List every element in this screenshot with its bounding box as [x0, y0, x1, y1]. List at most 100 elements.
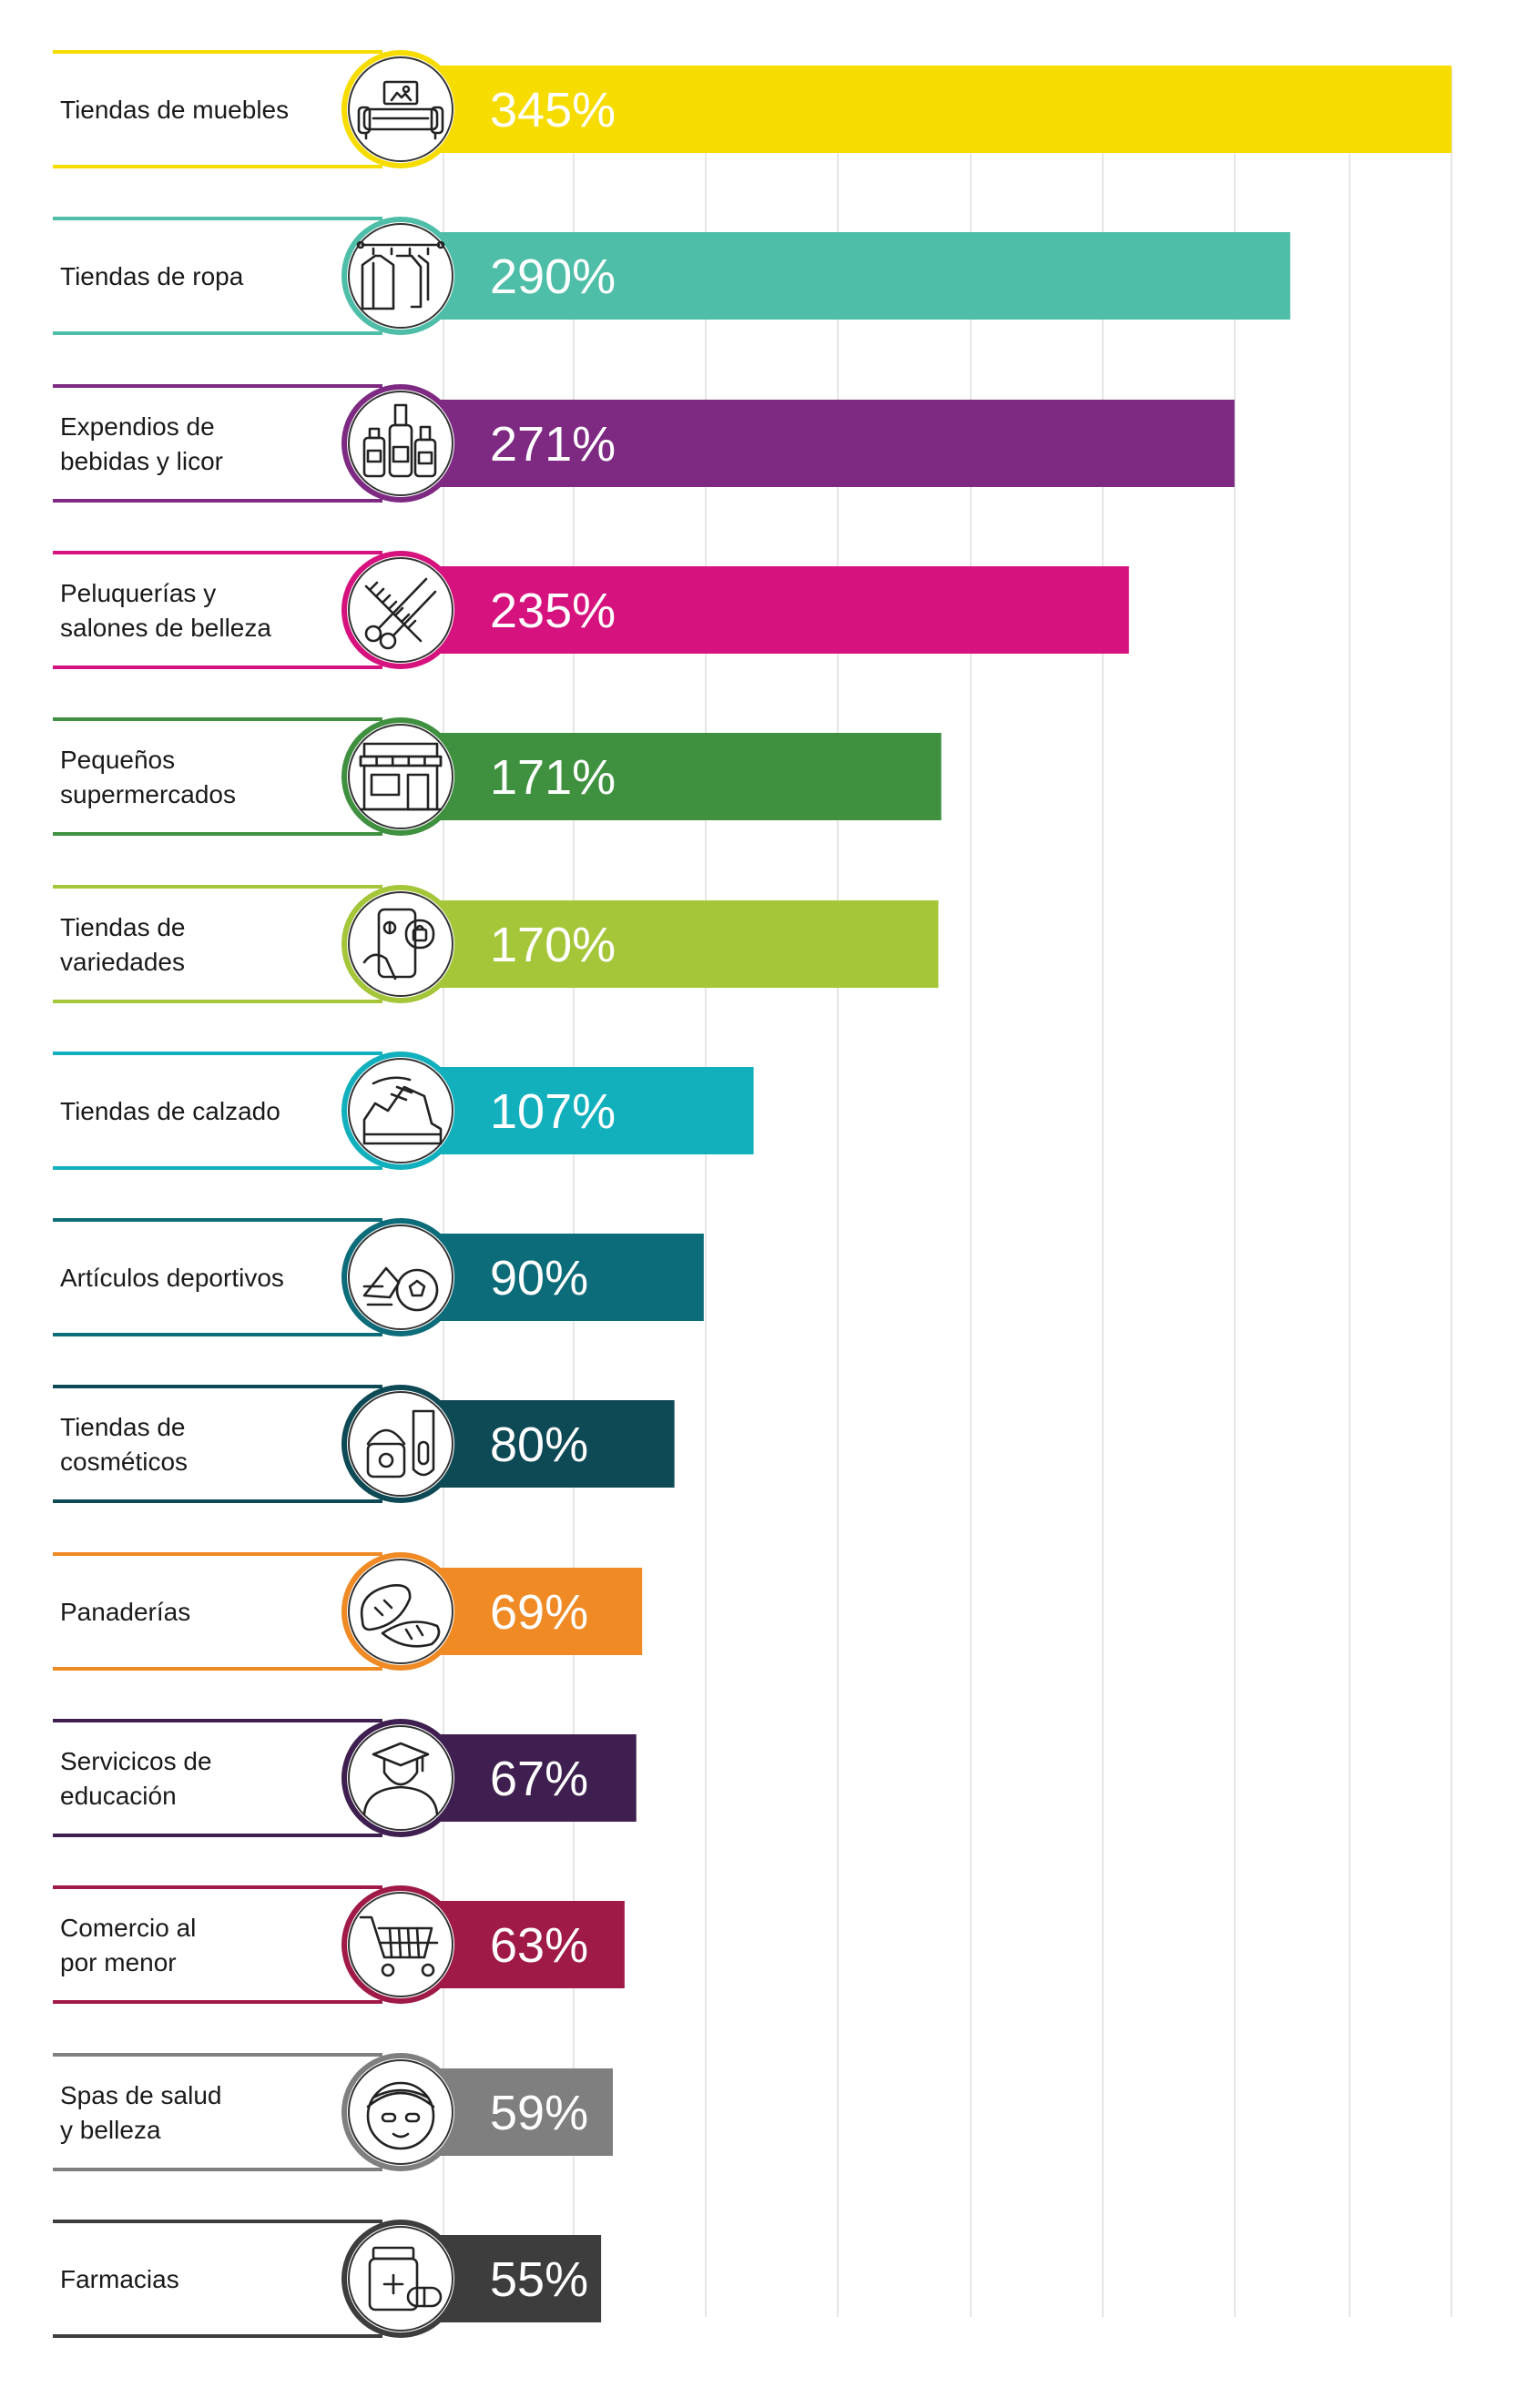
- icon-circle: [341, 1052, 460, 1170]
- category-label: Servicicos de: [60, 1747, 212, 1775]
- bar: [440, 1568, 643, 1655]
- bar: [440, 566, 1129, 654]
- icon-circle-inner: [348, 557, 453, 663]
- icon-circle-inner: [348, 2226, 453, 2332]
- category-label: Pequeños: [60, 746, 175, 774]
- bar-row: 235% Peluquerías y salones de belleza: [53, 551, 1129, 669]
- bar: [440, 2235, 602, 2322]
- bread-icon: [360, 1584, 441, 1648]
- graduate-icon: [362, 1742, 439, 1816]
- icon-circle-inner: [348, 391, 453, 496]
- icon-circle-inner: [348, 1559, 453, 1664]
- icon-circle: [341, 885, 460, 1003]
- value-label: 67%: [490, 1752, 588, 1806]
- icon-circle-inner: [348, 1892, 453, 1997]
- bar-row: 63% Comercio al por menor: [53, 1885, 625, 2004]
- category-label: Farmacias: [60, 2265, 179, 2293]
- category-label: Tiendas de ropa: [60, 262, 244, 290]
- bar-row: 80% Tiendas de cosméticos: [53, 1385, 675, 1503]
- sneaker-icon: [362, 1076, 443, 1145]
- value-label: 235%: [490, 584, 616, 638]
- value-label: 90%: [490, 1251, 588, 1306]
- category-label: Panaderías: [60, 1598, 190, 1626]
- bar-row: 90% Artículos deportivos: [53, 1218, 704, 1336]
- bar-row: 290% Tiendas de ropa: [53, 217, 1290, 335]
- value-label: 55%: [490, 2252, 588, 2307]
- value-label: 69%: [490, 1585, 588, 1640]
- cosmetics-icon: [366, 1409, 435, 1478]
- bar: [440, 400, 1235, 487]
- value-label: 271%: [490, 417, 616, 472]
- icon-circle: [341, 1552, 460, 1671]
- category-label: Comercio al: [60, 1914, 196, 1942]
- bar-row: 67% Servicicos de educación: [53, 1719, 637, 1837]
- bar: [440, 733, 942, 820]
- bar: [440, 2068, 613, 2156]
- category-label: salones de belleza: [60, 614, 271, 642]
- clothes-rack-icon: [356, 240, 445, 310]
- category-label: Peluquerías y: [60, 579, 216, 607]
- shopping-cart-icon: [359, 1915, 439, 1977]
- icon-circle: [341, 717, 460, 836]
- category-label: Artículos deportivos: [60, 1264, 284, 1292]
- value-label: 290%: [490, 249, 616, 304]
- bar-row: 170% Tiendas de variedades: [53, 885, 939, 1003]
- category-label: cosméticos: [60, 1448, 188, 1476]
- icon-circle-inner: [348, 223, 453, 329]
- icon-circle-inner: [348, 56, 453, 162]
- spa-face-icon: [366, 2081, 435, 2150]
- icon-circle: [341, 2220, 460, 2338]
- scissors-comb-icon: [364, 577, 437, 650]
- bar-row: 271% Expendios de bebidas y licor: [53, 384, 1235, 503]
- category-label: educación: [60, 1782, 177, 1810]
- bar-row: 171% Pequeños supermercados: [53, 717, 942, 836]
- icon-circle-inner: [348, 724, 453, 829]
- value-label: 345%: [490, 83, 616, 137]
- category-label: Spas de salud: [60, 2081, 221, 2109]
- category-label: Tiendas de calzado: [60, 1097, 280, 1125]
- chart-rows: 345% Tiendas de muebles 290% Tiendas de rop…: [53, 50, 1452, 2338]
- value-label: 80%: [490, 1417, 588, 1472]
- icon-circle: [341, 384, 460, 503]
- category-label: por menor: [60, 1948, 177, 1976]
- bar: [440, 1067, 754, 1154]
- icon-circle-inner: [348, 1725, 453, 1831]
- category-label: Tiendas de: [60, 913, 186, 941]
- category-label: bebidas y licor: [60, 447, 223, 475]
- bar-row: 69% Panaderías: [53, 1552, 643, 1671]
- bar: [440, 1400, 675, 1488]
- sofa-icon: [357, 80, 444, 140]
- store-icon: [359, 742, 443, 811]
- category-label: y belleza: [60, 2116, 161, 2144]
- category-label: Expendios de: [60, 412, 215, 441]
- bar: [440, 1734, 637, 1822]
- bar-row: 107% Tiendas de calzado: [53, 1052, 754, 1170]
- bar-row: 59% Spas de salud y belleza: [53, 2053, 613, 2171]
- icon-circle: [341, 1719, 460, 1837]
- value-label: 107%: [490, 1084, 616, 1139]
- category-label: Tiendas de: [60, 1413, 186, 1441]
- icon-circle: [341, 217, 460, 335]
- bottles-icon: [362, 403, 437, 478]
- value-label: 63%: [490, 1918, 588, 1973]
- medicine-icon: [368, 2246, 443, 2311]
- bar: [440, 66, 1452, 153]
- icon-circle-inner: [348, 1391, 453, 1497]
- phone-shopping-icon: [362, 908, 435, 980]
- category-label: supermercados: [60, 780, 236, 808]
- soccer-ball-icon: [362, 1266, 439, 1312]
- icon-circle-inner: [348, 2059, 453, 2165]
- icon-circle: [341, 2053, 460, 2171]
- bar-row: 55% Farmacias: [53, 2220, 602, 2338]
- value-label: 59%: [490, 2086, 588, 2140]
- value-label: 171%: [490, 750, 616, 805]
- category-label: Tiendas de muebles: [60, 96, 289, 124]
- category-label: variedades: [60, 948, 185, 976]
- icon-circle-inner: [348, 1058, 453, 1163]
- bar-row: 345% Tiendas de muebles: [53, 50, 1452, 168]
- value-label: 170%: [490, 918, 616, 972]
- bar: [440, 1234, 704, 1321]
- bar: [440, 232, 1290, 320]
